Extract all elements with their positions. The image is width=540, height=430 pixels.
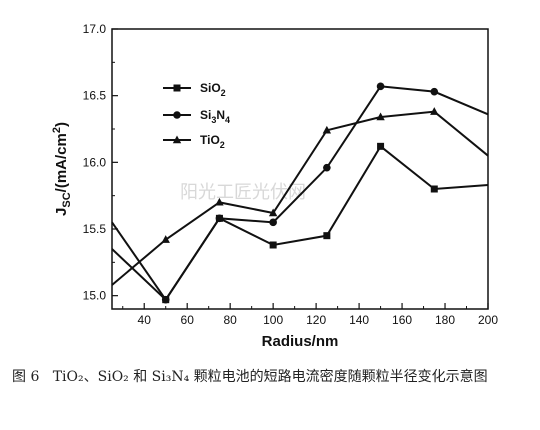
series-line <box>111 85 489 302</box>
x-axis: 40 60 80 100 120 140 160 180 200 <box>122 303 498 327</box>
series-si3n4 <box>111 82 489 304</box>
x-tick-label: 160 <box>392 313 412 327</box>
data-point <box>269 241 277 249</box>
series-layer <box>111 82 489 304</box>
legend: SiO2 Si3N4 TiO2 <box>163 81 230 150</box>
series-line <box>111 110 489 286</box>
data-point <box>268 208 278 217</box>
legend-label: SiO2 <box>200 81 226 98</box>
x-tick-label: 40 <box>138 313 152 327</box>
x-tick-label: 140 <box>349 313 369 327</box>
x-tick-label: 80 <box>223 313 237 327</box>
legend-marker <box>173 84 181 92</box>
data-point <box>269 218 277 227</box>
plot-frame <box>111 28 489 310</box>
data-point <box>161 295 170 304</box>
legend-marker <box>173 111 181 119</box>
data-point <box>322 125 332 134</box>
data-point <box>323 232 331 240</box>
figure-caption-text: TiO₂、SiO₂ 和 Si₃N₄ 颗粒电池的短路电流密度随颗粒半径变化示意图 <box>52 369 488 385</box>
y-tick-label: 17.0 <box>83 22 107 36</box>
y-tick-label: 16.5 <box>83 89 107 103</box>
legend-item: SiO2 <box>163 81 226 98</box>
data-point <box>430 87 439 96</box>
x-tick-label: 100 <box>263 313 283 327</box>
legend-item: TiO2 <box>163 133 225 150</box>
y-tick-label: 15.5 <box>83 222 107 236</box>
x-axis-title: Radius/nm <box>262 333 339 350</box>
y-tick-label: 16.0 <box>83 155 107 169</box>
x-tick-label: 200 <box>478 313 498 327</box>
x-tick-label: 120 <box>306 313 326 327</box>
data-point <box>215 214 224 223</box>
legend-label: TiO2 <box>200 133 225 150</box>
watermark: 阳光工匠光伏网 <box>180 182 306 203</box>
data-point <box>376 112 385 121</box>
x-tick-label: 180 <box>435 313 455 327</box>
data-point <box>430 107 439 115</box>
data-point <box>430 185 438 193</box>
legend-marker <box>172 135 182 144</box>
series-sio2 <box>111 142 489 304</box>
legend-label: Si3N4 <box>200 108 230 125</box>
series-tio2 <box>111 107 489 286</box>
x-tick-label: 60 <box>181 313 195 327</box>
chart: 15.0 15.5 16.0 16.5 17.0 40 60 80 100 120 140 160 1… <box>51 22 498 350</box>
data-point <box>161 235 170 243</box>
figure-number: 图 6 <box>12 369 40 385</box>
data-point <box>376 82 385 91</box>
y-axis-title: JSC/(mA/cm2) <box>51 122 73 216</box>
y-tick-label: 15.0 <box>83 289 107 303</box>
data-point <box>323 163 331 172</box>
data-point <box>377 142 385 150</box>
data-point <box>215 197 224 206</box>
y-axis: 15.0 15.5 16.0 16.5 17.0 <box>83 22 118 303</box>
legend-item: Si3N4 <box>163 108 230 125</box>
series-line <box>111 144 489 302</box>
figure-caption: 图 6 TiO₂、SiO₂ 和 Si₃N₄ 颗粒电池的短路电流密度随颗粒半径变化… <box>12 364 532 390</box>
